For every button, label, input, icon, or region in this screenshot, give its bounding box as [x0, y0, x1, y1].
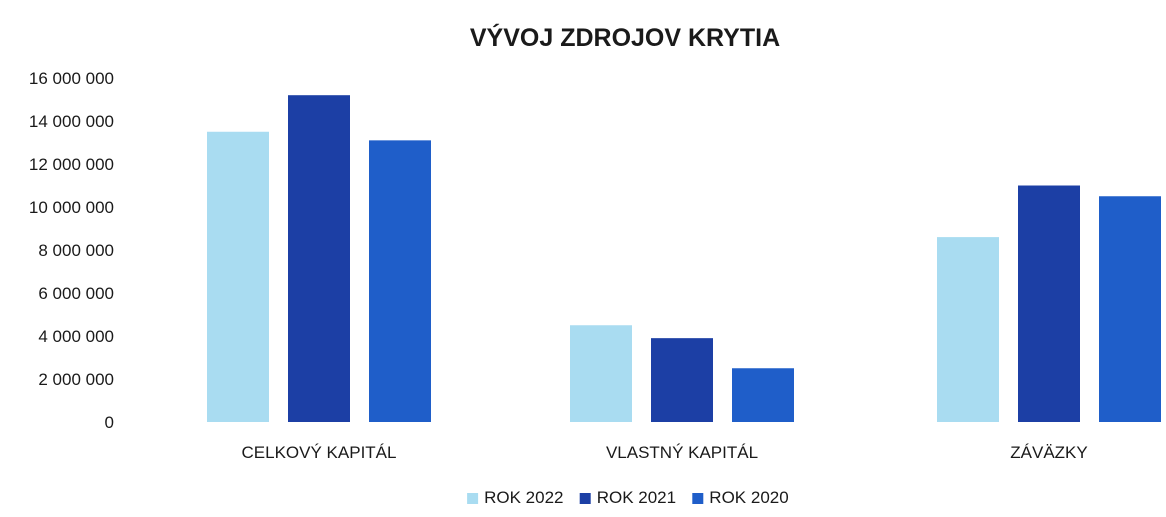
category-labels: CELKOVÝ KAPITÁL VLASTNÝ KAPITÁL ZÁVÄZKY: [242, 443, 1088, 462]
legend-swatch: [579, 493, 591, 504]
category-label: ZÁVÄZKY: [1010, 443, 1087, 462]
legend-label: ROK 2021: [597, 488, 676, 507]
bar: [937, 237, 999, 422]
y-tick-label: 12 000 000: [29, 155, 114, 174]
y-axis: 0 2 000 000 4 000 000 6 000 000 8 000 000 10 …: [29, 69, 114, 432]
bars-group: [207, 95, 1161, 422]
y-tick-label: 2 000 000: [38, 370, 114, 389]
bar: [570, 325, 632, 422]
category-label: VLASTNÝ KAPITÁL: [606, 443, 758, 462]
bar: [288, 95, 350, 422]
chart-title: VÝVOJ ZDROJOV KRYTIA: [470, 22, 780, 52]
legend-swatch: [467, 493, 479, 504]
y-tick-label: 8 000 000: [38, 241, 114, 260]
bar: [369, 140, 431, 422]
legend-label: ROK 2020: [709, 488, 788, 507]
bar: [207, 131, 269, 422]
y-tick-label: 6 000 000: [38, 284, 114, 303]
category-label: CELKOVÝ KAPITÁL: [242, 443, 397, 462]
bar: [651, 338, 713, 422]
y-tick-label: 4 000 000: [38, 327, 114, 346]
legend: ROK 2022 ROK 2021 ROK 2020: [467, 488, 789, 507]
y-tick-label: 10 000 000: [29, 198, 114, 217]
bar: [1018, 185, 1080, 422]
legend-swatch: [692, 493, 704, 504]
y-tick-label: 16 000 000: [29, 69, 114, 88]
bar: [1099, 196, 1161, 422]
y-tick-label: 0: [105, 413, 114, 432]
legend-label: ROK 2022: [484, 488, 563, 507]
y-tick-label: 14 000 000: [29, 112, 114, 131]
bar: [732, 368, 794, 422]
